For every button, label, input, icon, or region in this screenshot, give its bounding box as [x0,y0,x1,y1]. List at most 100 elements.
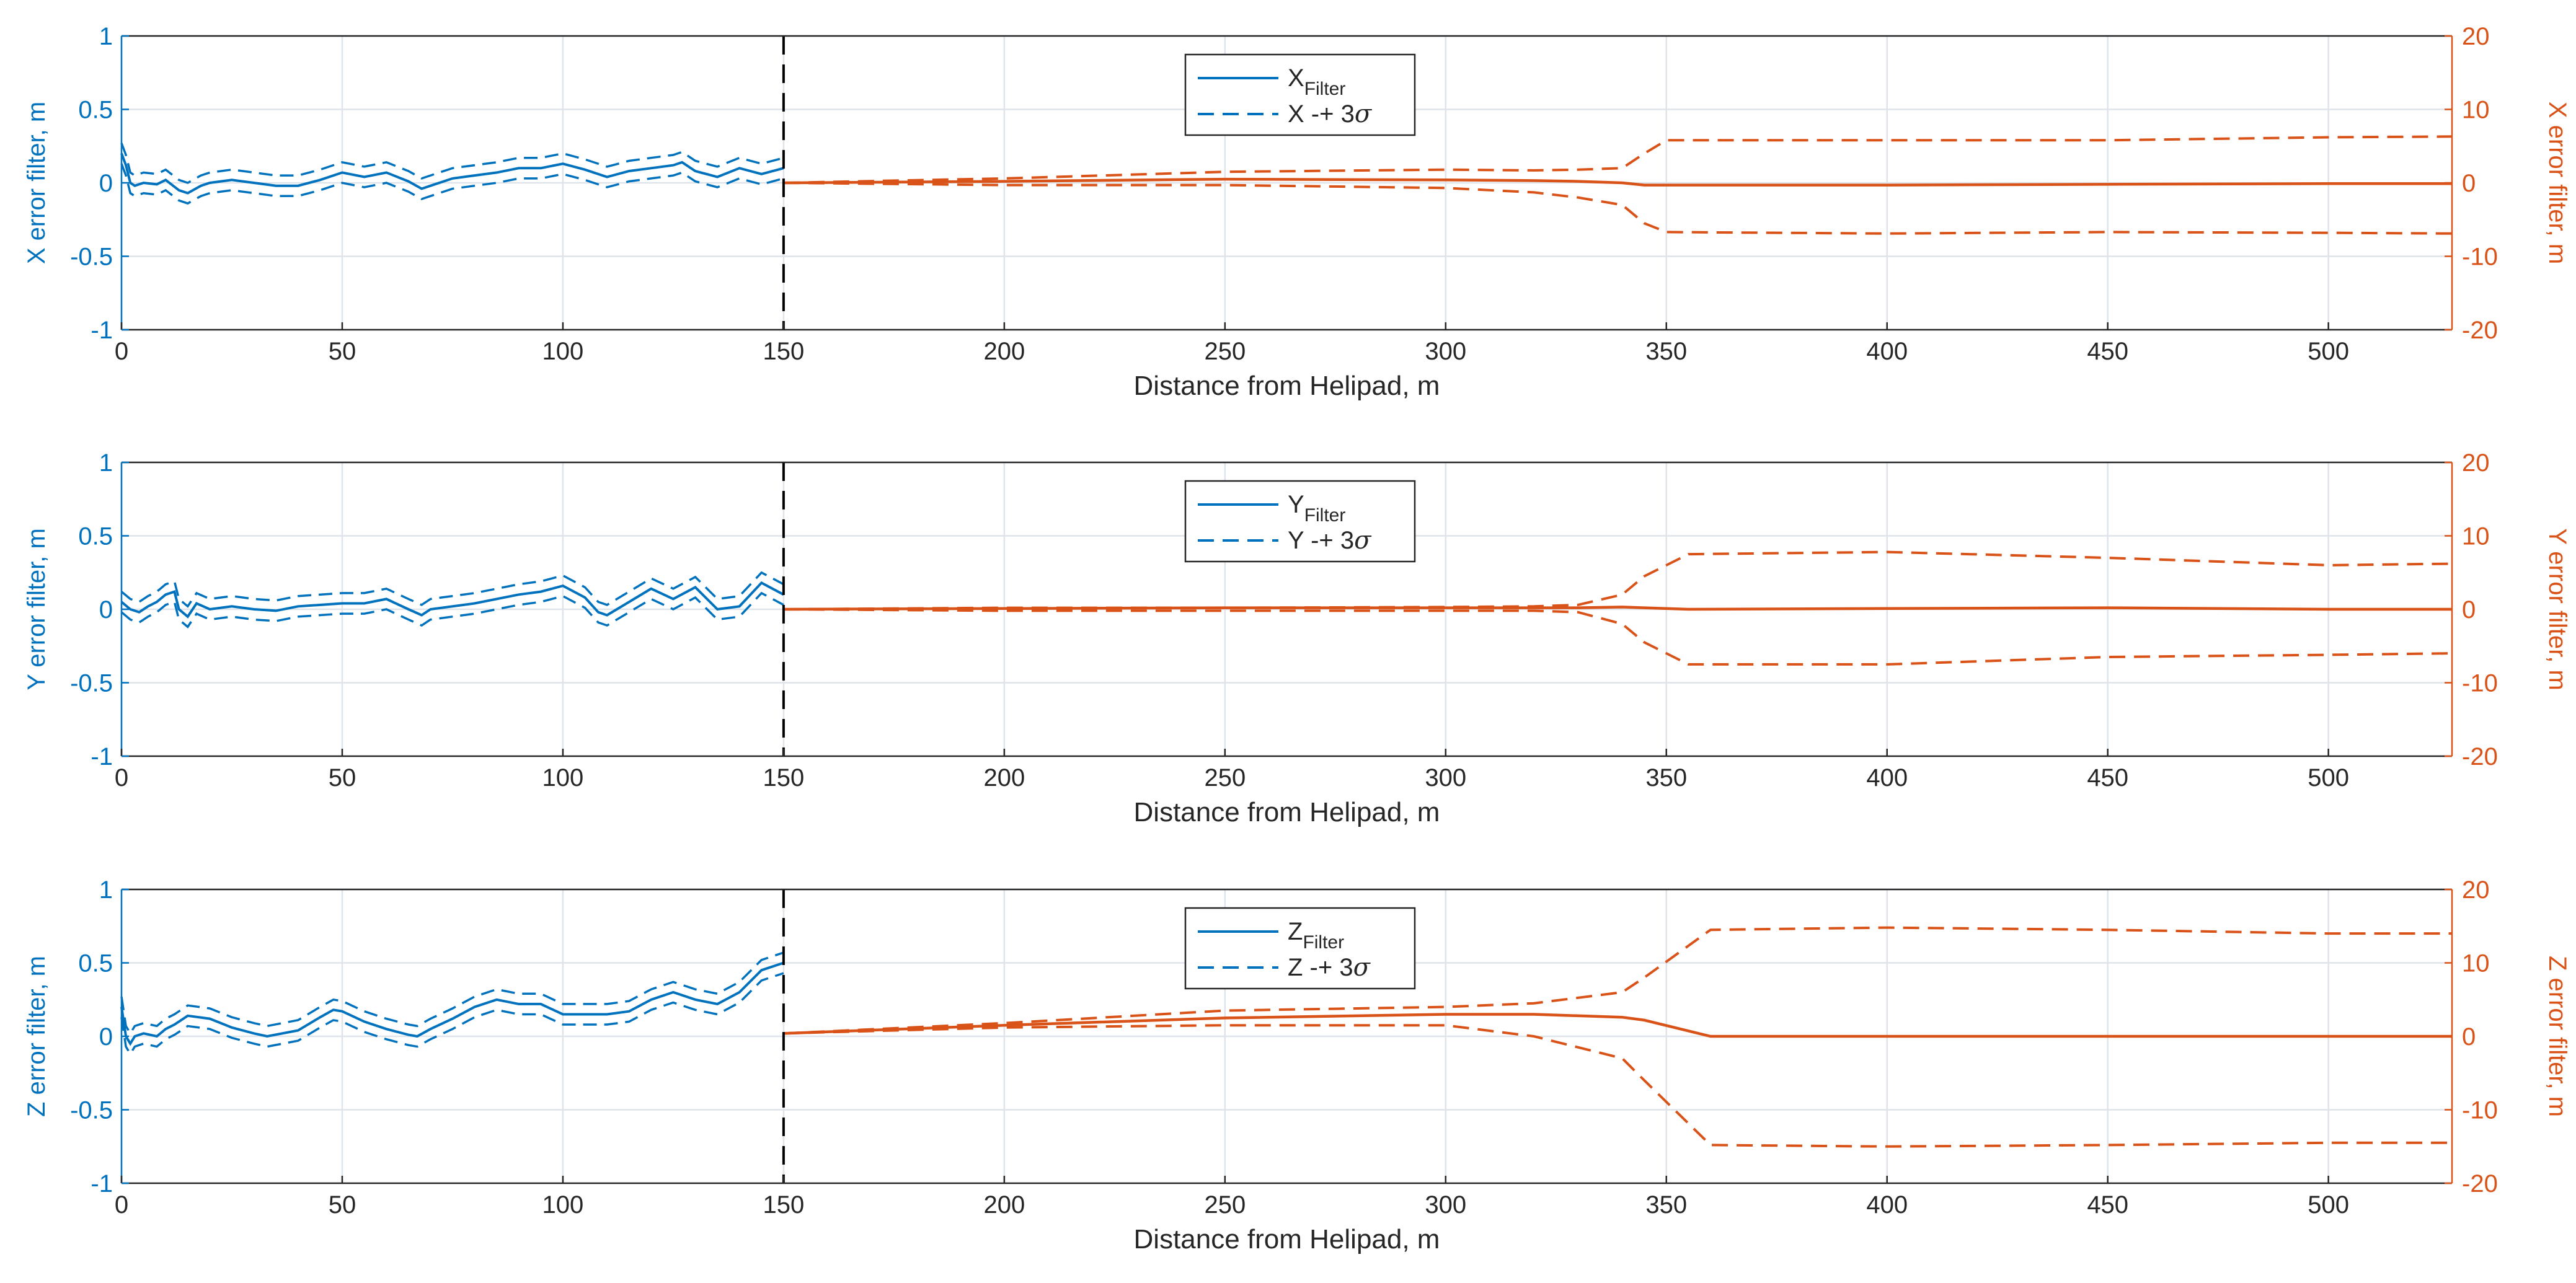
y-left-tick-label: 0 [99,170,113,197]
x-tick-label: 350 [1645,1191,1687,1219]
y-axis-right-label: Z error filter, m [2544,956,2571,1117]
y-axis-left-label: X error filter, m [23,102,50,264]
x-tick-label: 150 [763,1191,805,1219]
y-right-tick-label: 10 [2462,523,2490,550]
x-tick-label: 450 [2087,764,2128,791]
y-left-tick-label: -1 [91,317,113,344]
y-left-tick-label: -1 [91,743,113,770]
legend-entry-sigma-bound: X -+ 3σ [1198,100,1373,128]
x-tick-label: 400 [1866,1191,1908,1219]
x-tick-label: 200 [983,764,1025,791]
series-left-upper-bound [120,951,784,1036]
y-left-tick-label: 1 [99,23,113,50]
series-left-lower-bound [120,163,784,205]
y-right-tick-label: 20 [2462,23,2490,50]
chart-panel-z: 0 50 100 150 200 250 300 350 400 450 500-1-0.500.5… [23,876,2571,1254]
x-tick-label: 0 [115,764,128,791]
y-left-tick-label: 0.5 [78,950,113,977]
legend-entry-filter: ZFilter [1198,918,1344,953]
series-left-filter-line [120,152,784,195]
y-left-tick-label: 0.5 [78,97,113,124]
y-left-tick-label: 1 [99,449,113,477]
legend-label: YFilter [1288,491,1345,526]
chart-panel-x: 0 50 100 150 200 250 300 350 400 450 500-1-0.500.5… [23,23,2571,401]
y-left-tick-label: -1 [91,1170,113,1197]
y-left-tick-label: -0.5 [70,1097,113,1124]
legend-entry-sigma-bound: Y -+ 3σ [1198,526,1372,555]
series-right-filter-line [783,606,2452,611]
x-tick-label: 300 [1425,764,1466,791]
y-left-tick-label: 0.5 [78,523,113,550]
x-axis-label: Distance from Helipad, m [1134,797,1440,827]
legend-box [1184,907,1416,990]
series-right-filter-line [783,1013,2452,1038]
legend-entry-sigma-bound: Z -+ 3σ [1198,953,1371,982]
legend-label-subscript: Filter [1304,79,1346,99]
y-right-tick-label: 0 [2462,596,2476,624]
x-axis-label: Distance from Helipad, m [1134,1224,1440,1254]
y-right-tick-label: 10 [2462,950,2490,977]
y-right-tick-label: 20 [2462,449,2490,477]
x-tick-label: 250 [1204,1191,1246,1219]
x-tick-label: 350 [1645,338,1687,365]
x-tick-label: 350 [1645,764,1687,791]
y-left-tick-label: 0 [99,596,113,624]
y-left-tick-label: 1 [99,876,113,904]
series-right-upper-bound [783,926,2452,1035]
x-tick-label: 200 [983,338,1025,365]
series-left-lower-bound [120,591,784,628]
x-tick-label: 500 [2308,1191,2349,1219]
x-tick-label: 400 [1866,764,1908,791]
y-right-tick-label: 0 [2462,1023,2476,1051]
legend-label-base: Z -+ 3 [1288,954,1353,981]
legend-label-base: X -+ 3 [1288,100,1355,128]
legend-label-base: Y -+ 3 [1288,527,1354,554]
y-axis-right-label: X error filter, m [2544,102,2571,264]
y-right-tick-label: -10 [2462,244,2498,271]
y-left-tick-label: 0 [99,1023,113,1051]
legend-box [1184,53,1416,136]
legend-box [1184,480,1416,563]
legend-label-sigma: σ [1354,526,1372,555]
x-tick-label: 100 [542,764,584,791]
legend-label-sigma: σ [1353,953,1371,982]
legend-label: XFilter [1288,64,1345,99]
y-left-tick-label: -0.5 [70,244,113,271]
series-left-filter-line [120,961,784,1046]
x-tick-label: 300 [1425,1191,1466,1219]
y-axis-left-label: Z error filter, m [23,956,50,1117]
legend-label: X -+ 3σ [1288,100,1373,128]
x-tick-label: 450 [2087,1191,2128,1219]
series-right-filter-line [783,177,2452,187]
x-tick-label: 50 [329,1191,356,1219]
x-tick-label: 100 [542,1191,584,1219]
x-tick-label: 250 [1204,764,1246,791]
series-left-filter-line [120,581,784,619]
legend-entry-filter: YFilter [1198,491,1345,526]
x-axis-label: Distance from Helipad, m [1134,371,1440,401]
chart-panel-y: 0 50 100 150 200 250 300 350 400 450 500-1-0.500.5… [23,449,2571,827]
legend-label-subscript: Filter [1303,932,1344,953]
x-tick-label: 500 [2308,764,2349,791]
legend-label-base: Z [1288,918,1303,945]
series-left-upper-bound [120,571,784,608]
y-right-tick-label: 0 [2462,170,2476,197]
legend-entry-filter: XFilter [1198,64,1345,99]
legend-label-subscript: Filter [1304,505,1346,526]
legend-label-base: X [1288,64,1304,92]
x-tick-label: 400 [1866,338,1908,365]
x-tick-label: 50 [329,764,356,791]
x-tick-label: 450 [2087,338,2128,365]
x-tick-label: 0 [115,1191,128,1219]
y-left-tick-label: -0.5 [70,670,113,697]
legend-label-sigma: σ [1355,100,1373,128]
y-right-tick-label: -10 [2462,670,2498,697]
y-right-tick-label: 20 [2462,876,2490,904]
y-right-tick-label: -10 [2462,1097,2498,1124]
legend-label: Y -+ 3σ [1288,526,1372,555]
y-axis-left-label: Y error filter, m [23,528,50,690]
